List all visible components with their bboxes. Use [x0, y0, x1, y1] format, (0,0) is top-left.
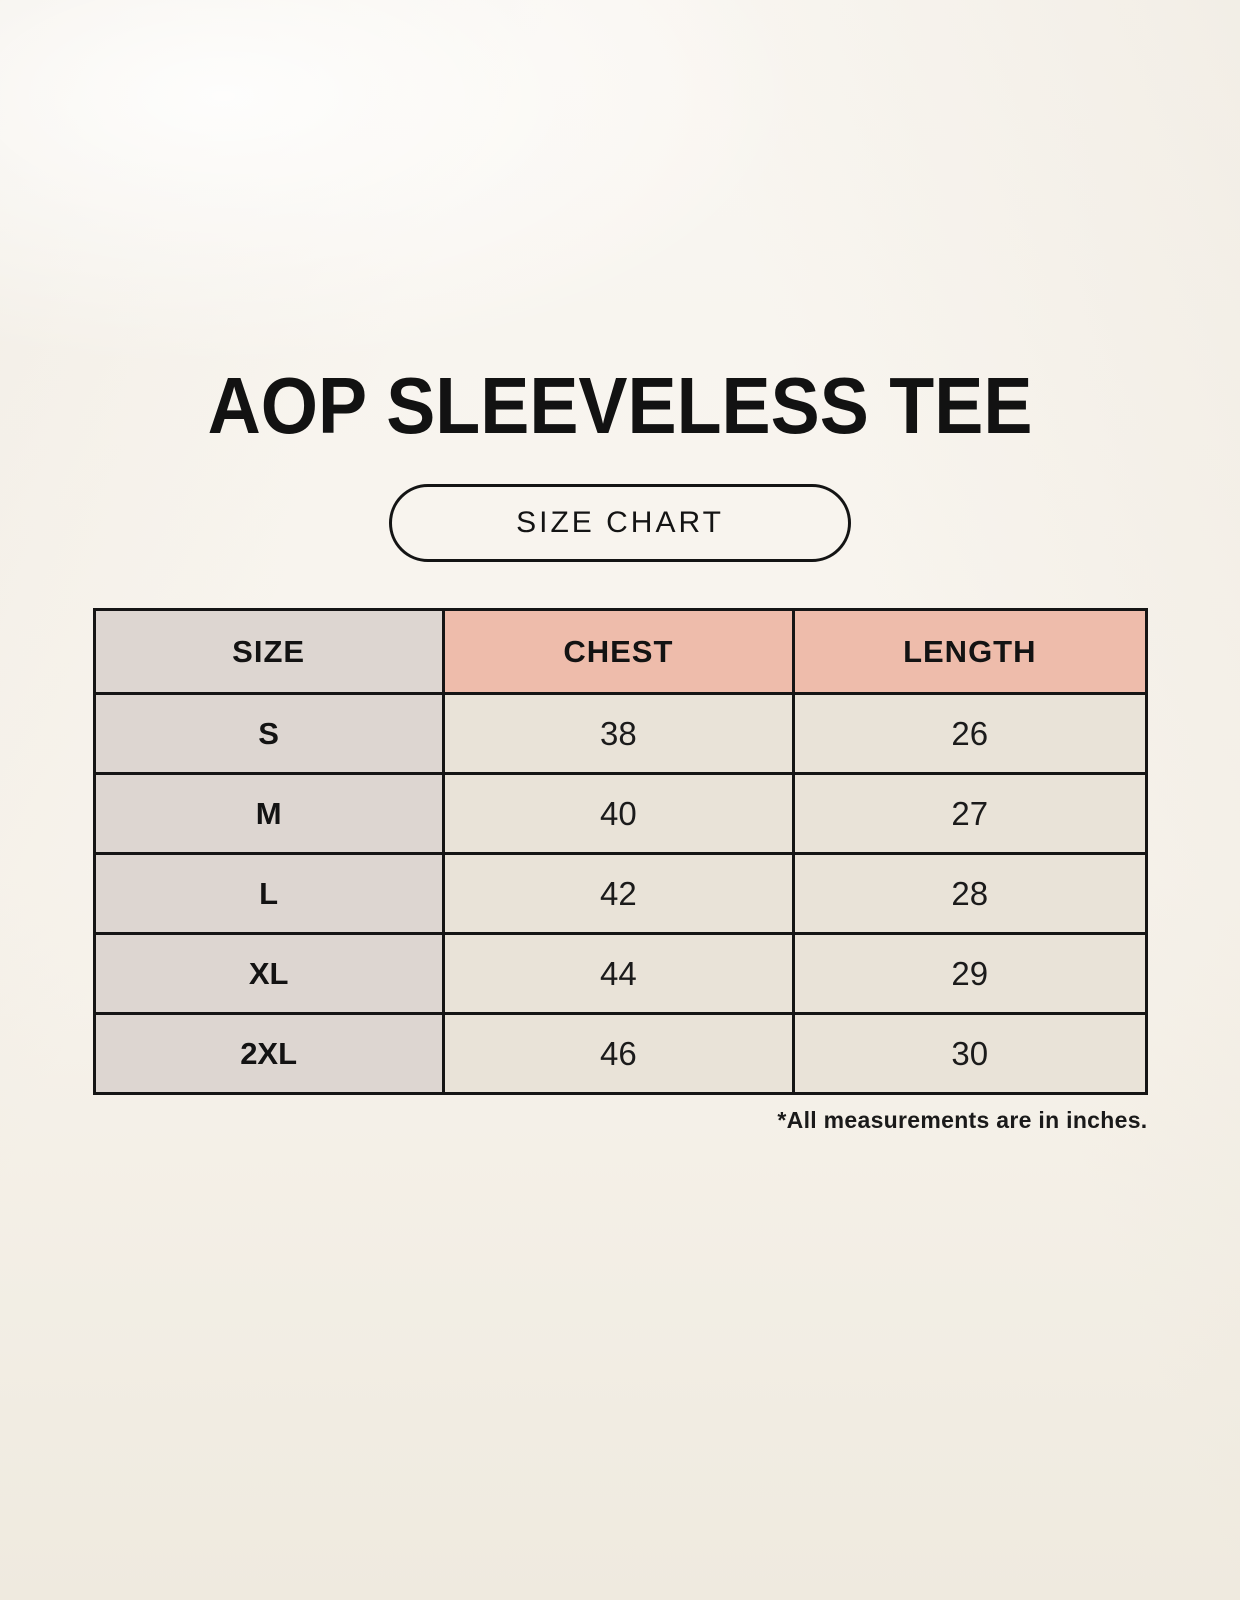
chest-cell: 42: [441, 852, 796, 935]
size-chart-pill-label: SIZE CHART: [516, 506, 724, 539]
table-row-xl: XL 44 29: [92, 932, 1148, 1015]
size-cell: M: [92, 772, 445, 855]
length-cell: 28: [792, 852, 1148, 935]
table-row-s: S 38 26: [92, 692, 1148, 775]
size-table-container: SIZE CHEST LENGTH S 38 26 M 40 27 L: [92, 608, 1148, 1095]
length-cell: 26: [792, 692, 1148, 775]
column-header-chest: CHEST: [441, 608, 796, 695]
size-cell: S: [92, 692, 445, 775]
length-cell: 30: [792, 1012, 1148, 1095]
table-row-m: M 40 27: [92, 772, 1148, 855]
column-header-length: LENGTH: [792, 608, 1148, 695]
table-row-l: L 42 28: [92, 852, 1148, 935]
chest-cell: 38: [441, 692, 796, 775]
length-cell: 27: [792, 772, 1148, 855]
size-table: SIZE CHEST LENGTH S 38 26 M 40 27 L: [92, 608, 1148, 1095]
size-cell: XL: [92, 932, 445, 1015]
chest-cell: 40: [441, 772, 796, 855]
page-title: AOP SLEEVELESS TEE: [207, 361, 1033, 450]
length-cell: 29: [792, 932, 1148, 1015]
chest-cell: 44: [441, 932, 796, 1015]
size-cell: L: [92, 852, 445, 935]
table-row-2xl: 2XL 46 30: [92, 1012, 1148, 1095]
size-cell: 2XL: [92, 1012, 445, 1095]
chest-cell: 46: [441, 1012, 796, 1095]
measurements-note: *All measurements are in inches.: [777, 1107, 1148, 1133]
column-header-size: SIZE: [92, 608, 445, 695]
size-chart-pill: SIZE CHART: [389, 484, 851, 562]
header-row: SIZE CHEST LENGTH: [92, 608, 1148, 695]
